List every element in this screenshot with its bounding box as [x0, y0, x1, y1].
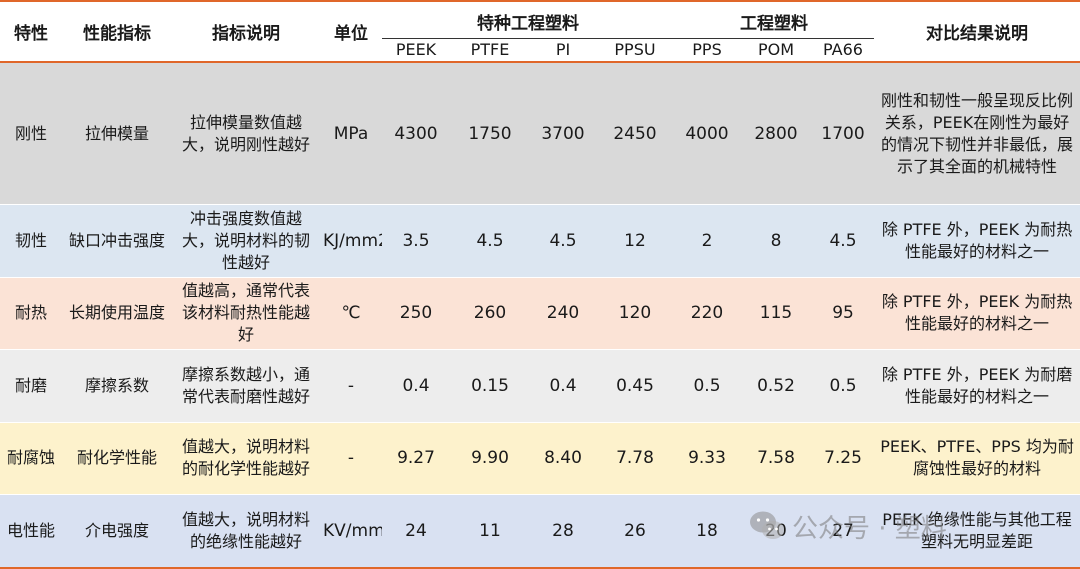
cell-value: 120 [596, 277, 674, 351]
header-special-group: 特种工程塑料 [382, 0, 674, 39]
cell-value: 2800 [740, 62, 812, 206]
cell-unit: - [320, 422, 382, 496]
cell-description: 拉伸模量数值越大，说明刚性越好 [172, 62, 320, 206]
cell-feature: 电性能 [0, 494, 62, 569]
cell-value: 260 [450, 277, 530, 351]
cell-indicator: 摩擦系数 [62, 349, 172, 423]
cell-unit: ℃ [320, 277, 382, 351]
table-row: 耐磨 摩擦系数 摩擦系数越小，通常代表耐磨性越好 - 0.4 0.15 0.4 … [0, 349, 1080, 423]
cell-value: 7.78 [596, 422, 674, 496]
table-row: 韧性 缺口冲击强度 冲击强度数值越大，说明材料的韧性越好 KJ/mm2 3.5 … [0, 204, 1080, 278]
cell-feature: 耐磨 [0, 349, 62, 423]
cell-value: 8 [740, 204, 812, 278]
cell-value: 1700 [812, 62, 875, 206]
cell-value: 20 [740, 494, 812, 569]
cell-value: 27 [812, 494, 875, 569]
cell-value: 4000 [674, 62, 740, 206]
cell-value: 0.5 [674, 349, 740, 423]
cell-value: 3.5 [382, 204, 450, 278]
header-engineering-group: 工程塑料 [674, 0, 875, 39]
cell-value: 220 [674, 277, 740, 351]
cell-value: 0.4 [530, 349, 596, 423]
header-indicator: 性能指标 [62, 0, 172, 63]
cell-value: 7.25 [812, 422, 875, 496]
cell-value: 7.58 [740, 422, 812, 496]
cell-value: 1750 [450, 62, 530, 206]
cell-value: 0.5 [812, 349, 875, 423]
cell-unit: - [320, 349, 382, 423]
cell-value: 9.33 [674, 422, 740, 496]
cell-description: 摩擦系数越小，通常代表耐磨性越好 [172, 349, 320, 423]
header-material: PPSU [596, 38, 674, 63]
cell-value: 8.40 [530, 422, 596, 496]
cell-feature: 耐热 [0, 277, 62, 351]
cell-indicator: 耐化学性能 [62, 422, 172, 496]
cell-value: 24 [382, 494, 450, 569]
header-material: PEEK [382, 38, 450, 63]
cell-value: 4300 [382, 62, 450, 206]
cell-indicator: 长期使用温度 [62, 277, 172, 351]
cell-value: 95 [812, 277, 875, 351]
cell-value: 9.27 [382, 422, 450, 496]
cell-note: 除 PTFE 外，PEEK 为耐热性能最好的材料之一 [874, 204, 1080, 278]
cell-value: 0.45 [596, 349, 674, 423]
header-material: PPS [674, 38, 740, 63]
cell-value: 4.5 [450, 204, 530, 278]
cell-note: PEEK 绝缘性能与其他工程塑料无明显差距 [874, 494, 1080, 569]
cell-value: 250 [382, 277, 450, 351]
cell-description: 值越大，说明材料的耐化学性能越好 [172, 422, 320, 496]
cell-value: 9.90 [450, 422, 530, 496]
cell-unit: KV/mm [320, 494, 382, 569]
header-material: PTFE [450, 38, 530, 63]
cell-value: 240 [530, 277, 596, 351]
cell-note: 刚性和韧性一般呈现反比例关系，PEEK在刚性为最好的情况下韧性并非最低，展示了其… [874, 62, 1080, 206]
cell-value: 4.5 [530, 204, 596, 278]
cell-value: 26 [596, 494, 674, 569]
table-header: 特性 性能指标 指标说明 单位 特种工程塑料 工程塑料 对比结果说明 PEEK … [0, 0, 1080, 63]
table-row: 耐腐蚀 耐化学性能 值越大，说明材料的耐化学性能越好 - 9.27 9.90 8… [0, 422, 1080, 496]
cell-value: 11 [450, 494, 530, 569]
cell-description: 值越高，通常代表该材料耐热性能越好 [172, 277, 320, 351]
cell-value: 12 [596, 204, 674, 278]
cell-feature: 刚性 [0, 62, 62, 206]
header-feature: 特性 [0, 0, 62, 63]
cell-unit: MPa [320, 62, 382, 206]
header-description: 指标说明 [172, 0, 320, 63]
cell-note: 除 PTFE 外，PEEK 为耐热性能最好的材料之一 [874, 277, 1080, 351]
header-unit: 单位 [320, 0, 382, 63]
table-body: 刚性 拉伸模量 拉伸模量数值越大，说明刚性越好 MPa 4300 1750 37… [0, 62, 1080, 569]
cell-indicator: 介电强度 [62, 494, 172, 569]
cell-value: 28 [530, 494, 596, 569]
cell-value: 0.52 [740, 349, 812, 423]
cell-value: 3700 [530, 62, 596, 206]
header-result: 对比结果说明 [874, 0, 1080, 63]
table-row: 耐热 长期使用温度 值越高，通常代表该材料耐热性能越好 ℃ 250 260 24… [0, 277, 1080, 351]
cell-description: 值越大，说明材料的绝缘性能越好 [172, 494, 320, 569]
cell-indicator: 拉伸模量 [62, 62, 172, 206]
cell-feature: 耐腐蚀 [0, 422, 62, 496]
cell-value: 18 [674, 494, 740, 569]
cell-note: PEEK、PTFE、PPS 均为耐腐蚀性最好的材料 [874, 422, 1080, 496]
header-material: PA66 [812, 38, 875, 63]
cell-description: 冲击强度数值越大，说明材料的韧性越好 [172, 204, 320, 278]
cell-unit: KJ/mm2 [320, 204, 382, 278]
table-row: 刚性 拉伸模量 拉伸模量数值越大，说明刚性越好 MPa 4300 1750 37… [0, 62, 1080, 206]
cell-value: 0.4 [382, 349, 450, 423]
table-row: 电性能 介电强度 值越大，说明材料的绝缘性能越好 KV/mm 24 11 28 … [0, 494, 1080, 569]
cell-feature: 韧性 [0, 204, 62, 278]
cell-value: 2450 [596, 62, 674, 206]
cell-value: 0.15 [450, 349, 530, 423]
cell-value: 2 [674, 204, 740, 278]
cell-value: 4.5 [812, 204, 875, 278]
header-material: PI [530, 38, 596, 63]
cell-note: 除 PTFE 外，PEEK 为耐磨性能最好的材料之一 [874, 349, 1080, 423]
cell-value: 115 [740, 277, 812, 351]
header-material: POM [740, 38, 812, 63]
cell-indicator: 缺口冲击强度 [62, 204, 172, 278]
